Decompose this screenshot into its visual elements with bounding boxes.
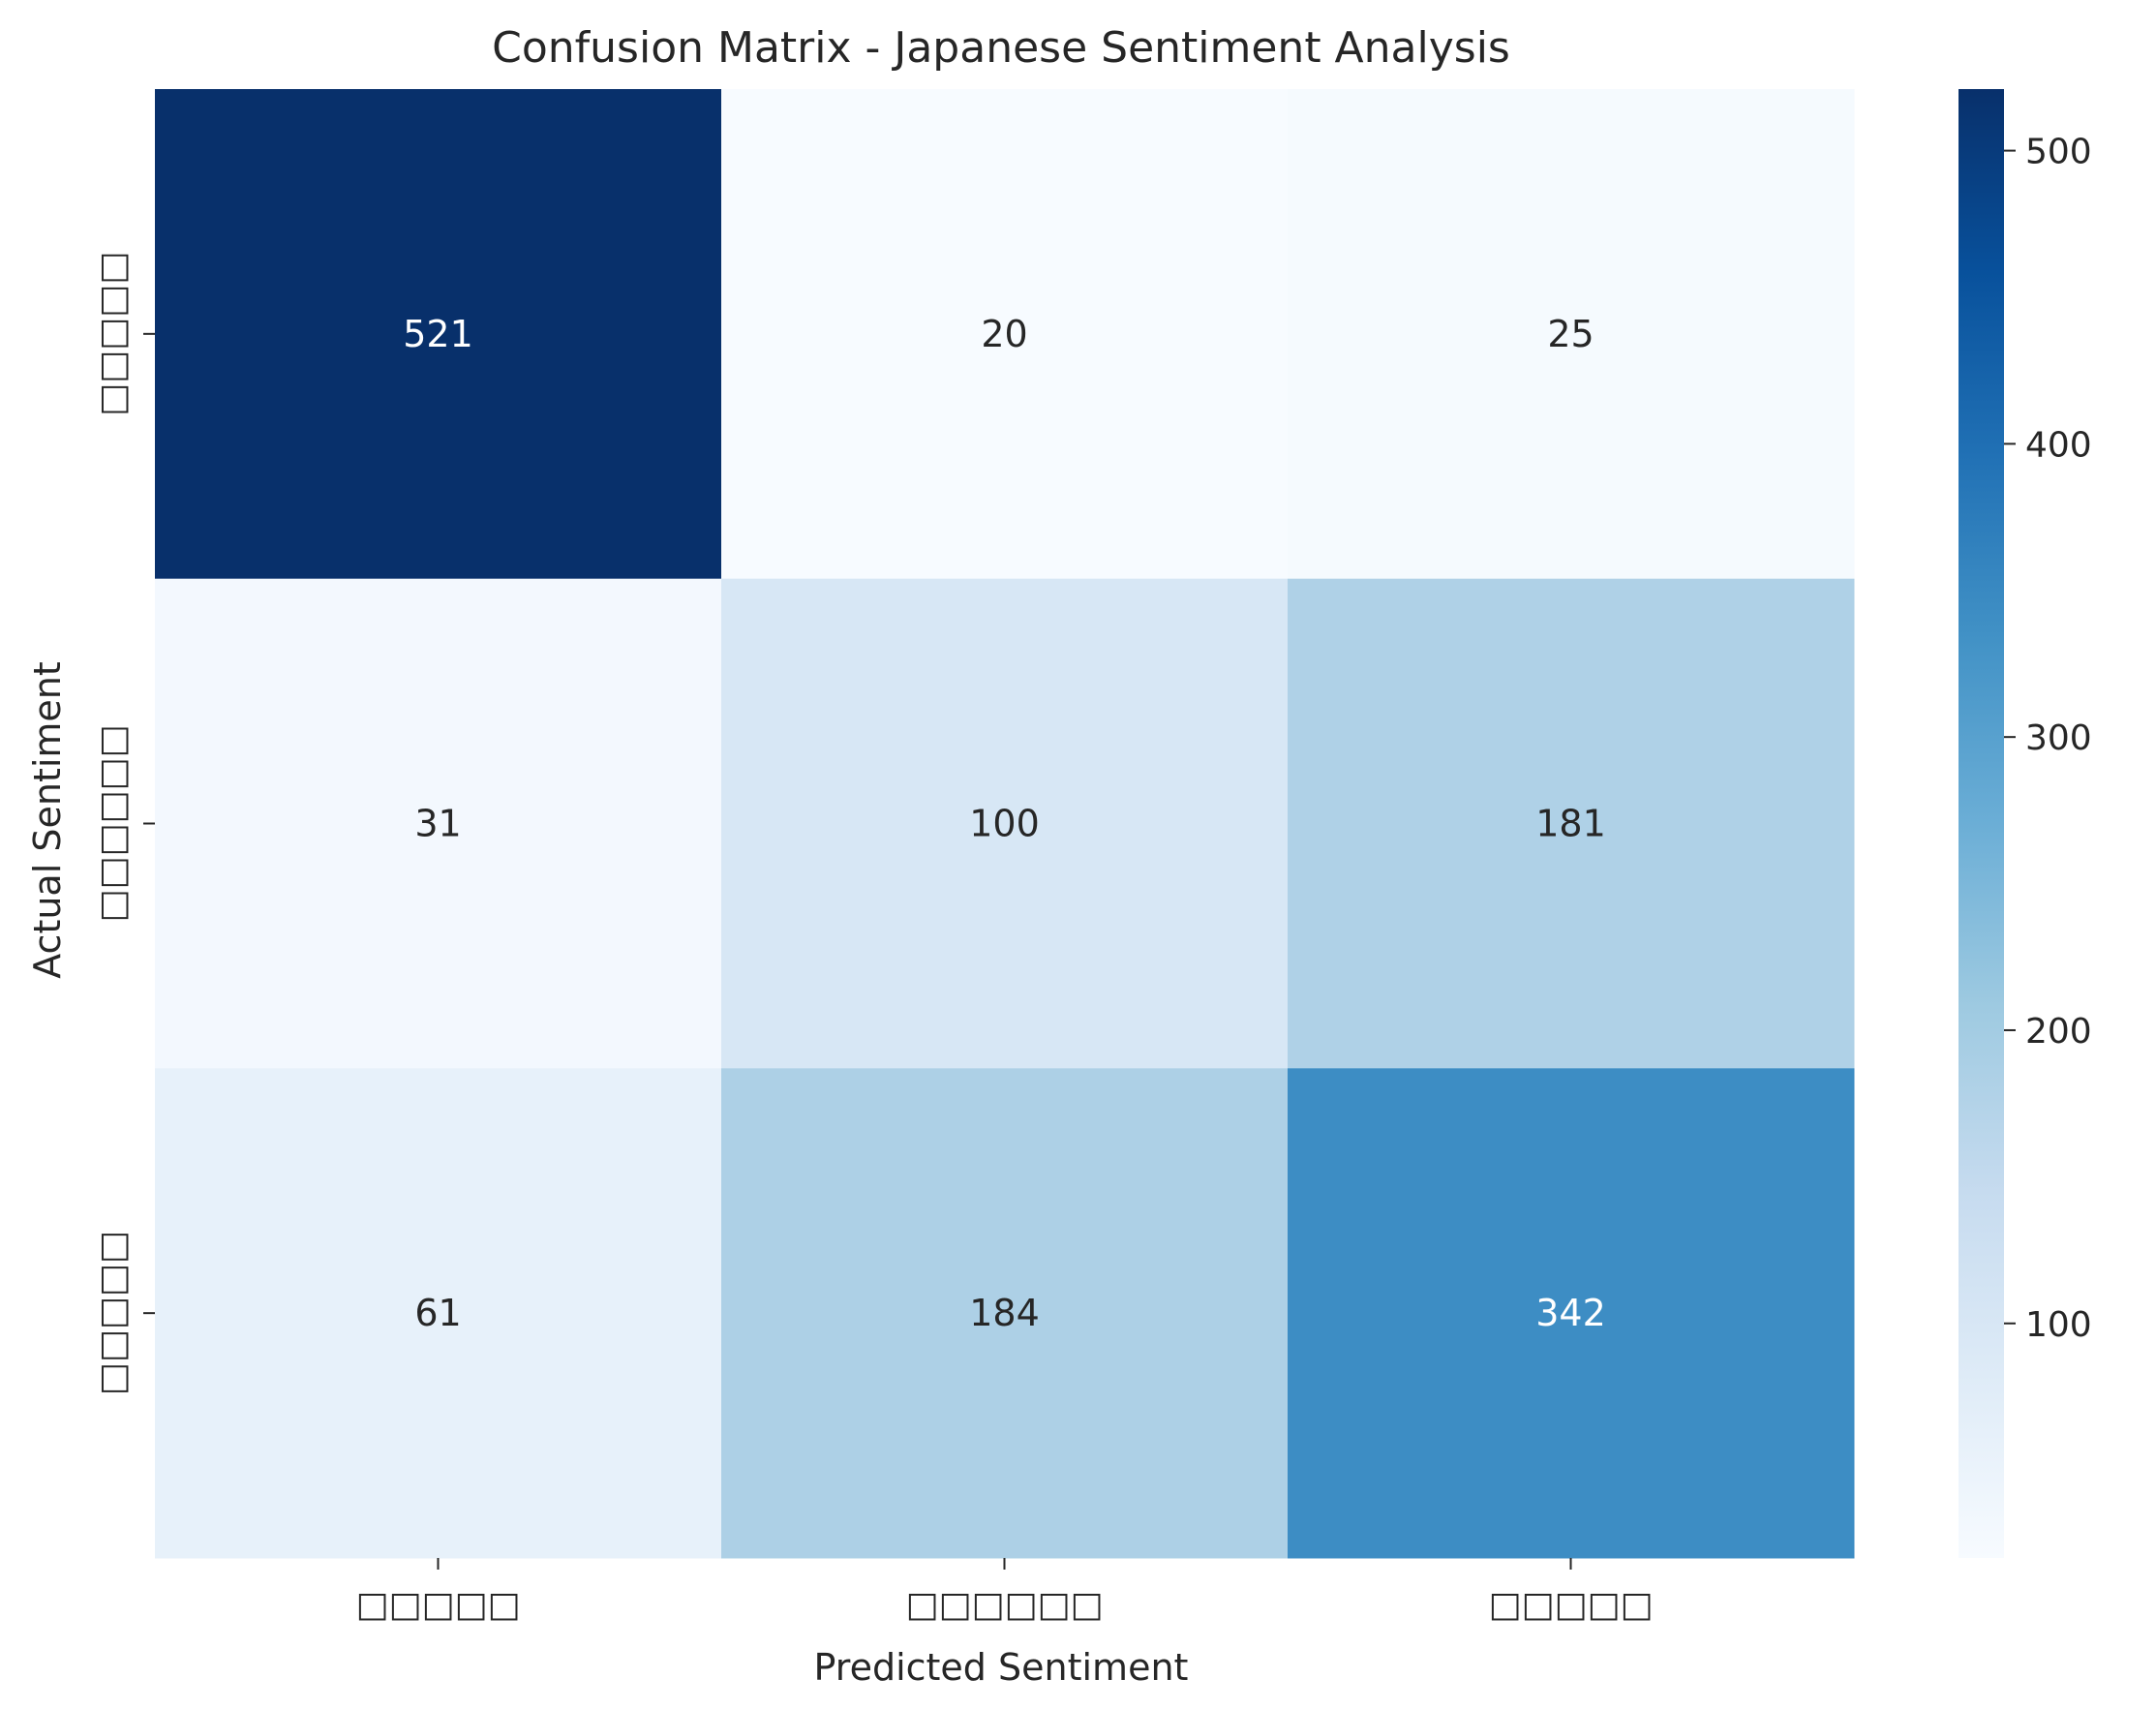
cell-value-r2-c0: 61	[414, 1292, 461, 1334]
cell-value-r1-c1: 100	[969, 803, 1040, 845]
y-axis: □□□□□□□□□□□□□□□□	[93, 252, 155, 1395]
x-tick-label-1: □□□□□□	[905, 1585, 1103, 1625]
heatmap-cell-r0-c0	[155, 89, 722, 580]
colorbar-tick-label-3: 400	[2025, 425, 2092, 465]
x-axis: □□□□□ □□□□□□ □□□□□	[355, 1558, 1654, 1625]
heatmap-cell-r1-c1	[721, 578, 1289, 1069]
cell-value-r2-c1: 184	[969, 1292, 1040, 1334]
heatmap-cell-r2-c1	[721, 1068, 1289, 1559]
colorbar-tick-label-4: 500	[2025, 133, 2092, 172]
cell-value-r0-c2: 25	[1547, 313, 1594, 355]
cell-value-r1-c2: 181	[1535, 803, 1606, 845]
heatmap-cell-r1-c2	[1288, 578, 1855, 1069]
heatmap-cell-r2-c2	[1288, 1068, 1855, 1559]
y-tick-label-2: □□□□□	[93, 1231, 133, 1395]
x-tick-label-2: □□□□□	[1488, 1585, 1653, 1625]
y-tick-label-1: □□□□□□	[93, 724, 133, 922]
x-axis-label: Predicted Sentiment	[814, 1646, 1189, 1689]
colorbar-ticks: 100 200 300 400 500	[2004, 133, 2092, 1345]
heatmap-cell-labels: 521 20 25 31 100 181 61 184 342	[403, 313, 1606, 1334]
y-tick-label-0: □□□□□	[93, 252, 133, 416]
x-tick-label-0: □□□□□	[355, 1585, 520, 1625]
colorbar-tick-label-2: 300	[2025, 718, 2092, 758]
colorbar	[1959, 89, 2004, 1558]
cell-value-r0-c0: 521	[403, 313, 473, 355]
cell-value-r1-c0: 31	[414, 803, 461, 845]
y-axis-label: Actual Sentiment	[26, 661, 69, 979]
colorbar-tick-label-0: 100	[2025, 1305, 2092, 1345]
heatmap-cell-r1-c0	[155, 578, 722, 1069]
cell-value-r0-c1: 20	[981, 313, 1027, 355]
cell-value-r2-c2: 342	[1535, 1292, 1606, 1334]
chart-title: Confusion Matrix - Japanese Sentiment An…	[492, 23, 1510, 73]
heatmap-cells	[155, 89, 1855, 1559]
colorbar-tick-label-1: 200	[2025, 1012, 2092, 1052]
heatmap-cell-r2-c0	[155, 1068, 722, 1559]
heatmap-cell-r0-c1	[721, 89, 1289, 580]
heatmap-cell-r0-c2	[1288, 89, 1855, 580]
